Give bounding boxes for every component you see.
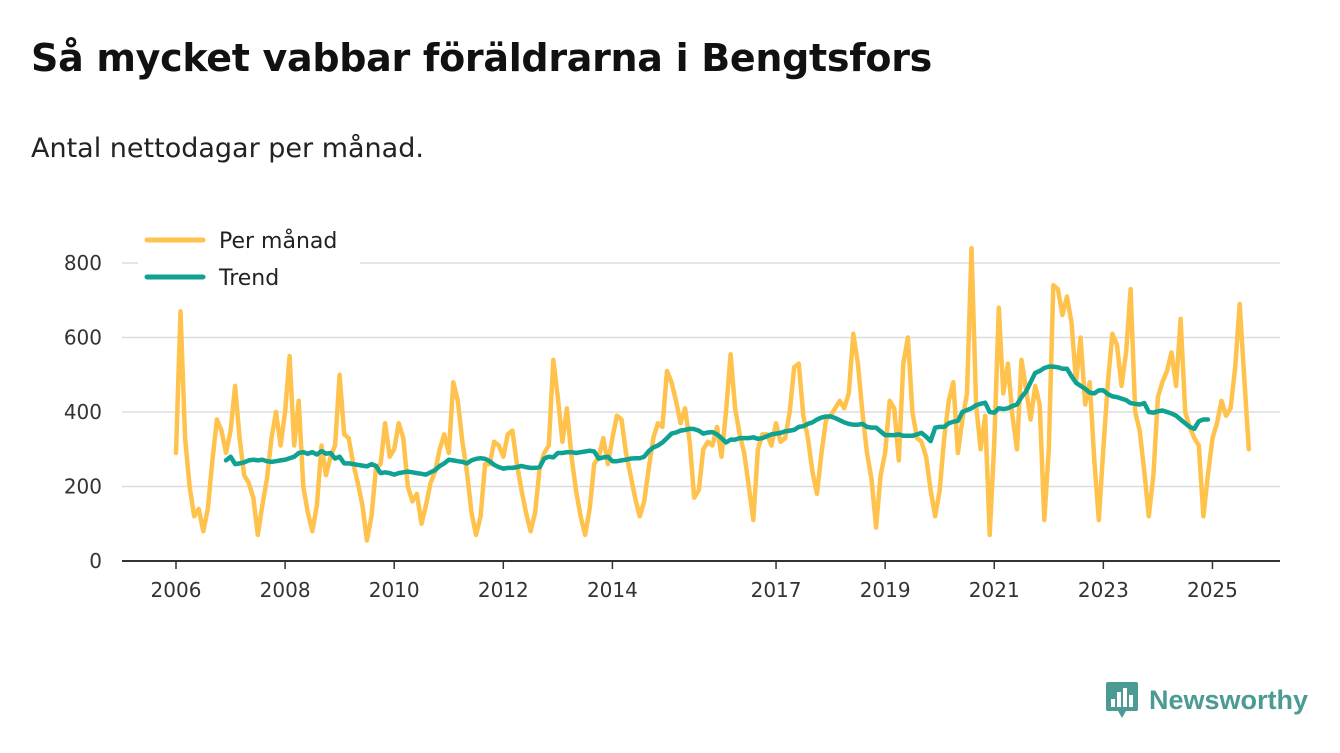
x-tick-label: 2008	[260, 578, 311, 602]
legend-label-trend: Trend	[218, 266, 279, 291]
legend-label-per-manad: Per månad	[219, 228, 337, 254]
x-tick-label: 2025	[1187, 578, 1238, 602]
chart-subtitle: Antal nettodagar per månad.	[31, 133, 424, 164]
series-line-trend	[223, 364, 1211, 477]
brand-logo: Newsworthy	[1105, 680, 1308, 720]
y-tick-label: 600	[64, 326, 102, 350]
y-tick-label: 0	[89, 549, 102, 573]
legend-background	[138, 224, 360, 300]
brand-name: Newsworthy	[1148, 684, 1308, 715]
x-tick-label: 2019	[860, 578, 911, 602]
x-tick-label: 2017	[751, 578, 802, 602]
y-tick-label: 200	[64, 475, 102, 499]
y-tick-label: 400	[64, 400, 102, 424]
chart-title: Så mycket vabbar föräldrarna i Bengtsfor…	[31, 36, 932, 80]
x-tick-label: 2023	[1078, 578, 1129, 602]
y-axis-ticks: 0 200 400 600 800	[64, 251, 102, 573]
y-tick-label: 800	[64, 251, 102, 275]
legend: Per månad Trend	[138, 224, 360, 300]
series-lines	[173, 245, 1252, 543]
x-tick-label: 2014	[587, 578, 638, 602]
bar-chart-speech-icon	[1105, 682, 1138, 718]
x-tick-label: 2006	[151, 578, 202, 602]
x-tick-label: 2012	[478, 578, 529, 602]
x-tick-label: 2010	[369, 578, 420, 602]
x-tick-label: 2021	[969, 578, 1020, 602]
x-axis-ticks: 2006 2008 2010 2012 2014 2017 2019 2021 2023 2025	[122, 560, 1280, 602]
series-line-per-manad	[173, 245, 1252, 543]
